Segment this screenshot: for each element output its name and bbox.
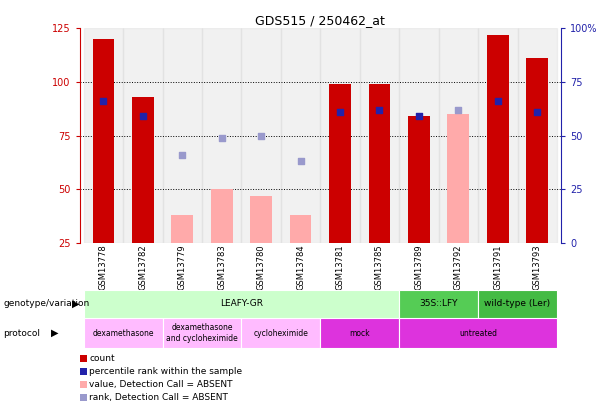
Bar xyxy=(517,28,557,243)
Bar xyxy=(478,290,557,318)
Text: 35S::LFY: 35S::LFY xyxy=(419,299,458,308)
Point xyxy=(454,107,463,113)
Bar xyxy=(487,35,509,243)
Bar xyxy=(329,84,351,243)
Bar xyxy=(202,28,242,243)
Point xyxy=(493,98,503,104)
Bar xyxy=(162,28,202,243)
Bar xyxy=(281,28,320,243)
Text: value, Detection Call = ABSENT: value, Detection Call = ABSENT xyxy=(89,380,233,389)
Bar xyxy=(83,318,162,348)
Bar xyxy=(408,116,430,243)
Point xyxy=(99,98,109,104)
Text: wild-type (Ler): wild-type (Ler) xyxy=(484,299,550,308)
Point xyxy=(177,152,187,158)
Bar xyxy=(172,215,193,243)
Bar xyxy=(93,39,114,243)
Bar xyxy=(211,189,232,243)
Text: protocol: protocol xyxy=(3,328,40,338)
Point xyxy=(256,132,266,139)
Bar xyxy=(360,28,399,243)
Bar xyxy=(242,318,321,348)
Bar xyxy=(478,28,517,243)
Text: genotype/variation: genotype/variation xyxy=(3,299,89,308)
Bar xyxy=(242,28,281,243)
Text: ▶: ▶ xyxy=(72,299,80,309)
Point xyxy=(532,109,542,115)
Bar xyxy=(399,318,557,348)
Bar xyxy=(123,28,162,243)
Text: count: count xyxy=(89,354,115,363)
Bar xyxy=(399,290,478,318)
Text: dexamethasone
and cycloheximide: dexamethasone and cycloheximide xyxy=(166,324,238,343)
Text: LEAFY-GR: LEAFY-GR xyxy=(220,299,263,308)
Bar xyxy=(290,215,311,243)
Bar xyxy=(83,290,399,318)
Text: dexamethasone: dexamethasone xyxy=(93,328,154,338)
Bar xyxy=(321,318,399,348)
Text: ▶: ▶ xyxy=(51,328,58,338)
Point xyxy=(217,134,227,141)
Bar xyxy=(132,97,154,243)
Bar xyxy=(527,58,548,243)
Point xyxy=(295,158,305,165)
Point xyxy=(335,109,345,115)
Text: rank, Detection Call = ABSENT: rank, Detection Call = ABSENT xyxy=(89,393,229,402)
Title: GDS515 / 250462_at: GDS515 / 250462_at xyxy=(256,14,385,27)
Bar xyxy=(368,84,390,243)
Bar xyxy=(321,28,360,243)
Text: mock: mock xyxy=(349,328,370,338)
Text: untreated: untreated xyxy=(459,328,497,338)
Bar xyxy=(399,28,439,243)
Point xyxy=(414,113,424,119)
Bar xyxy=(250,196,272,243)
Bar xyxy=(83,28,123,243)
Text: percentile rank within the sample: percentile rank within the sample xyxy=(89,367,243,376)
Point xyxy=(138,113,148,119)
Bar xyxy=(447,114,469,243)
Bar xyxy=(439,28,478,243)
Text: cycloheximide: cycloheximide xyxy=(253,328,308,338)
Point xyxy=(375,107,384,113)
Bar xyxy=(162,318,242,348)
